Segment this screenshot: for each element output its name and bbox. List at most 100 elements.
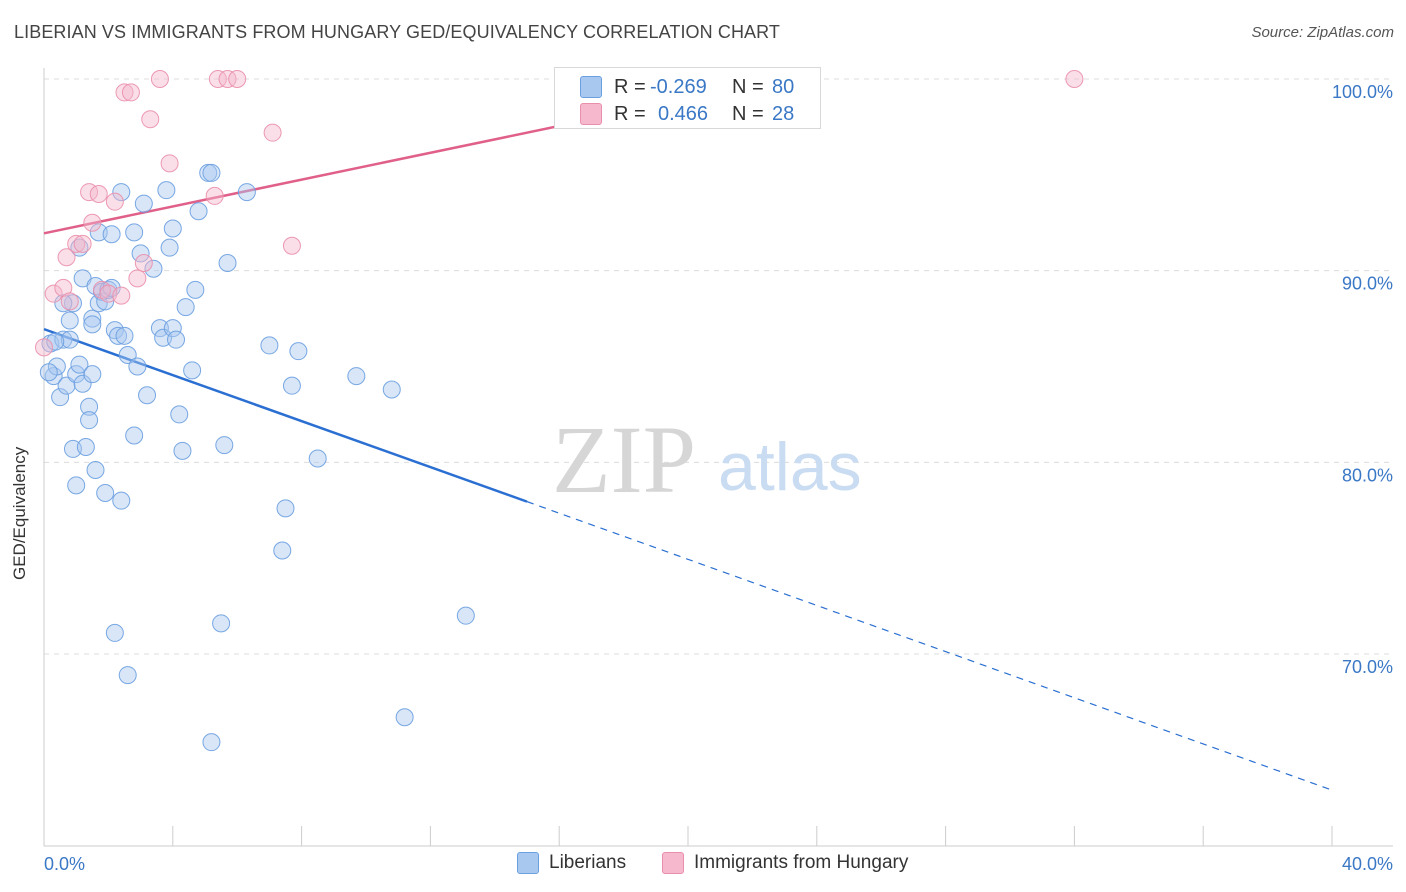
- liberian-point: [189, 202, 208, 221]
- liberian-point: [125, 426, 144, 445]
- hungary-point: [263, 123, 282, 142]
- hungary-point: [128, 269, 147, 288]
- legend-label-hungary: Immigrants from Hungary: [694, 852, 909, 873]
- hungary-point: [134, 254, 153, 272]
- hungary-point: [57, 248, 76, 267]
- legend-swatch-liberians: [517, 852, 539, 874]
- liberian-point: [186, 280, 205, 299]
- liberian-point: [215, 436, 234, 455]
- liberian-point: [112, 183, 131, 202]
- liberian-point: [395, 708, 414, 727]
- x-tick-label: 0.0%: [44, 854, 85, 874]
- legend-item-liberians[interactable]: Liberians: [517, 852, 626, 874]
- data-points: [35, 70, 1084, 752]
- liberian-point: [51, 388, 70, 407]
- liberian-point: [112, 491, 131, 510]
- chart-title: LIBERIAN VS IMMIGRANTS FROM HUNGARY GED/…: [14, 22, 781, 42]
- liberian-point: [70, 355, 89, 374]
- liberian-point: [173, 441, 192, 460]
- watermark: ZIP atlas: [552, 406, 862, 513]
- liberian-point: [115, 326, 134, 345]
- liberian-point: [73, 374, 92, 393]
- liberian-point: [157, 181, 176, 200]
- liberian-point: [273, 541, 292, 560]
- liberian-point: [89, 294, 108, 313]
- liberian-point: [102, 225, 121, 244]
- liberian-point: [83, 315, 102, 334]
- r-label: R =: [614, 102, 646, 125]
- trendline-liberians-extension: [526, 501, 1333, 791]
- grid-lines: [44, 78, 1393, 655]
- legend-swatch-hungary: [662, 852, 684, 874]
- liberian-point: [109, 326, 128, 345]
- trendline-liberians: [43, 327, 528, 503]
- liberian-point: [105, 623, 124, 642]
- hungary-point: [228, 70, 247, 88]
- stats-swatch-hungary: [580, 103, 602, 125]
- source-label: Source: ZipAtlas.com: [1251, 24, 1394, 41]
- watermark-zip: ZIP: [552, 406, 696, 513]
- hungary-point: [141, 110, 160, 129]
- liberian-point: [260, 336, 279, 355]
- n-value: 28: [772, 102, 795, 125]
- liberian-point: [183, 361, 202, 380]
- hungary-point: [208, 70, 227, 88]
- hungary-point: [60, 292, 79, 311]
- n-label: N =: [732, 75, 764, 98]
- liberian-point: [456, 606, 475, 625]
- x-tick-label: 40.0%: [1342, 854, 1393, 874]
- liberian-point: [160, 238, 179, 257]
- hungary-point: [44, 284, 63, 303]
- liberian-point: [144, 259, 163, 278]
- liberian-point: [170, 405, 189, 424]
- liberian-point: [67, 365, 86, 384]
- liberian-point: [218, 254, 237, 272]
- liberian-point: [125, 223, 144, 242]
- n-label: N =: [732, 102, 764, 125]
- liberian-point: [163, 219, 182, 238]
- liberian-point: [86, 461, 105, 479]
- hungary-point: [89, 185, 108, 203]
- liberian-point: [80, 411, 99, 430]
- liberian-point: [128, 357, 147, 376]
- stats-row-hungary: R = 0.466 N = 28: [555, 99, 794, 129]
- liberian-point: [60, 330, 79, 349]
- r-label: R =: [614, 75, 646, 98]
- liberian-point: [60, 311, 79, 330]
- liberian-point: [76, 438, 95, 456]
- liberian-point: [63, 294, 82, 313]
- liberian-point: [167, 330, 186, 349]
- liberian-point: [138, 386, 157, 405]
- correlation-stats-box: R = -0.269 N = 80 R = 0.466 N = 28: [554, 67, 821, 129]
- liberian-point: [67, 476, 86, 495]
- legend-item-hungary[interactable]: Immigrants from Hungary: [662, 852, 908, 874]
- liberian-point: [382, 380, 401, 399]
- r-value: -0.269: [650, 75, 707, 98]
- y-tick-label: 90.0%: [1342, 274, 1393, 294]
- hungary-point: [121, 83, 140, 102]
- n-value: 80: [772, 75, 795, 98]
- hungary-point: [83, 213, 102, 232]
- liberian-point: [237, 183, 256, 202]
- liberian-point: [289, 342, 308, 361]
- liberian-point: [202, 163, 221, 182]
- liberian-point: [347, 367, 366, 386]
- liberian-point: [118, 666, 137, 685]
- watermark-atlas: atlas: [718, 429, 862, 505]
- hungary-point: [150, 70, 169, 88]
- liberian-point: [57, 376, 76, 395]
- hungary-point: [105, 192, 124, 211]
- hungary-point: [282, 236, 301, 255]
- y-axis-title: GED/Equivalency: [10, 446, 29, 580]
- liberian-point: [46, 332, 65, 351]
- liberian-point: [118, 346, 137, 364]
- liberian-point: [212, 614, 231, 633]
- stats-swatch-liberians: [580, 76, 602, 98]
- liberian-point: [83, 309, 102, 328]
- liberian-point: [163, 319, 182, 338]
- legend-label-liberians: Liberians: [549, 852, 627, 873]
- hungary-point: [73, 234, 92, 253]
- y-tick-label: 80.0%: [1342, 465, 1393, 485]
- liberian-point: [176, 298, 195, 317]
